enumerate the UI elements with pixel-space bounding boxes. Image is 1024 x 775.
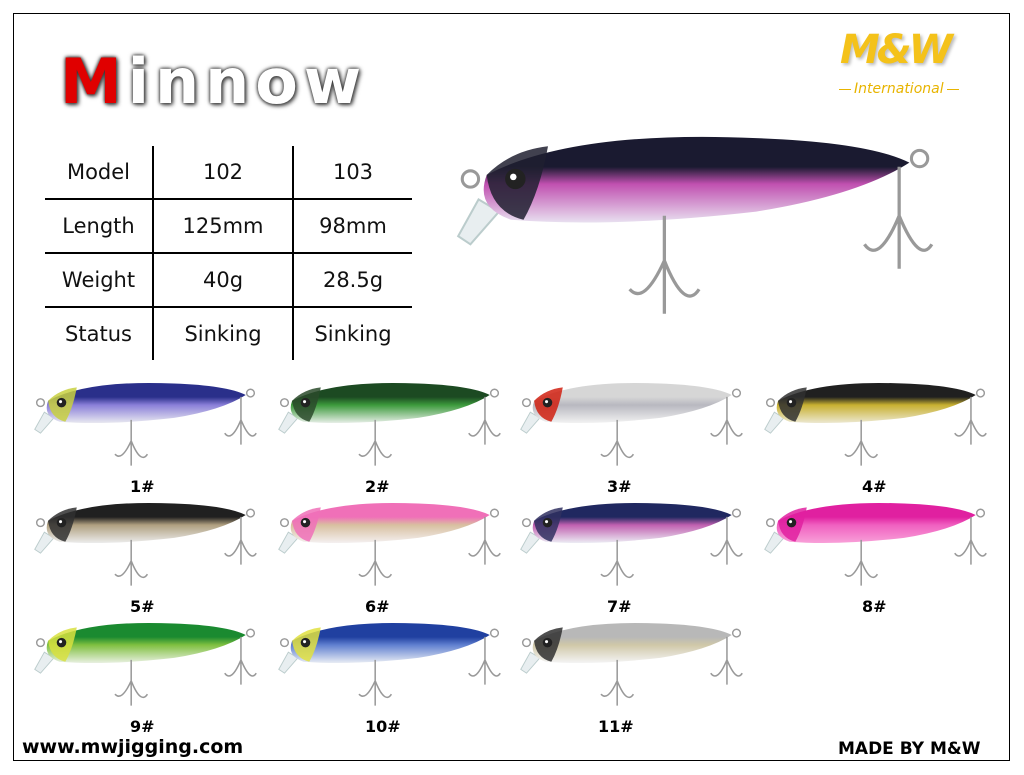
- lure-image: [34, 502, 257, 586]
- color-label: 4#: [862, 477, 887, 496]
- lure-color-7: [514, 494, 749, 603]
- spec-value: 40g: [152, 253, 293, 308]
- lure-color-10: [272, 614, 507, 723]
- lure-color-5: [28, 494, 263, 603]
- color-label: 9#: [130, 717, 155, 736]
- lure-image: [520, 622, 743, 706]
- spec-row: Weight 40g 28.5g: [45, 253, 412, 308]
- logo-subtitle: International: [832, 80, 1004, 98]
- lure-color-1: [28, 374, 263, 483]
- lure-color-11: [514, 614, 749, 723]
- color-label: 10#: [365, 717, 401, 736]
- spec-label: Status: [65, 322, 132, 346]
- title-first-letter: M: [60, 45, 128, 118]
- lure-color-4: [758, 374, 993, 483]
- spec-value: 98mm: [292, 199, 412, 254]
- title-rest: innow: [127, 45, 368, 118]
- brand-logo: M&W International: [832, 26, 1004, 106]
- spec-value: Sinking: [152, 307, 293, 360]
- lure-image: [278, 622, 501, 706]
- spec-row: Status Sinking Sinking: [45, 307, 412, 360]
- color-label: 6#: [365, 597, 390, 616]
- lure-color-8: [758, 494, 993, 603]
- lure-image: [278, 382, 501, 466]
- lure-color-2: [272, 374, 507, 483]
- spec-row: Model 102 103: [45, 146, 412, 200]
- spec-value: 28.5g: [292, 253, 412, 308]
- lure-image: [34, 622, 257, 706]
- color-label: 1#: [130, 477, 155, 496]
- lure-image: [764, 382, 987, 466]
- color-label: 8#: [862, 597, 887, 616]
- website-text: www.mwjigging.com: [22, 736, 244, 758]
- spec-value: 102: [152, 146, 293, 200]
- lure-image: [34, 382, 257, 466]
- lure-image: [764, 502, 987, 586]
- hero-lure: [450, 100, 940, 364]
- maker-text: MADE BY M&W: [838, 739, 981, 759]
- color-label: 11#: [598, 717, 634, 736]
- lure-color-9: [28, 614, 263, 723]
- spec-label: Model: [45, 146, 153, 200]
- spec-label: Weight: [45, 253, 153, 308]
- logo-brand: M&W: [840, 27, 953, 73]
- lure-image: [520, 382, 743, 466]
- lure-image: [520, 502, 743, 586]
- spec-table: Model 102 103 Length 125mm 98mm Weight 40g 28.5g…: [45, 146, 412, 360]
- spec-row: Length 125mm 98mm: [45, 199, 412, 254]
- spec-label: Length: [45, 199, 153, 254]
- spec-value: Sinking: [292, 307, 412, 360]
- page-frame: [13, 13, 1010, 761]
- color-label: 5#: [130, 597, 155, 616]
- lure-color-6: [272, 494, 507, 603]
- color-label: 2#: [365, 477, 390, 496]
- color-label: 7#: [607, 597, 632, 616]
- product-title: Minnow: [60, 45, 368, 118]
- color-label: 3#: [607, 477, 632, 496]
- lure-image: [456, 136, 934, 314]
- lure-image: [278, 502, 501, 586]
- spec-value: 103: [292, 146, 412, 200]
- spec-value: 125mm: [152, 199, 293, 254]
- lure-color-3: [514, 374, 749, 483]
